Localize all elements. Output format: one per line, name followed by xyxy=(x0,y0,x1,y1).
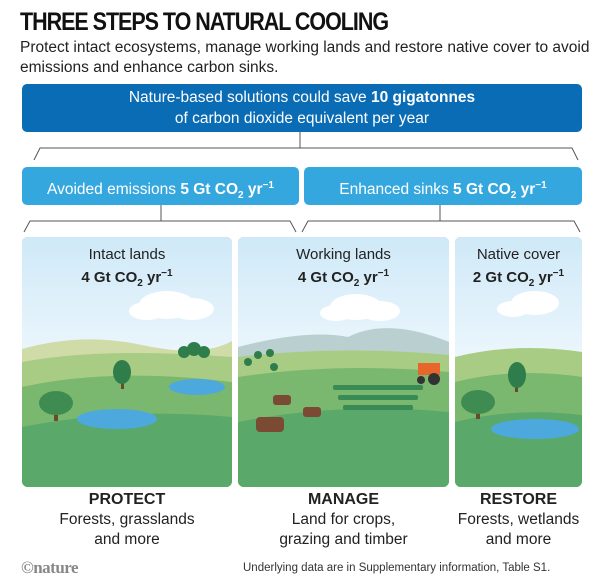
superscript: −1 xyxy=(535,180,547,191)
tree-icon xyxy=(39,391,73,421)
tree-icon xyxy=(508,362,526,392)
crop-rows xyxy=(333,385,423,410)
superscript: −1 xyxy=(262,180,274,191)
avoided-emissions-box: Avoided emissions 5 Gt CO2 yr−1 xyxy=(22,167,299,205)
unit: yr xyxy=(243,181,263,199)
total-savings-box: Nature-based solutions could save 10 gig… xyxy=(22,84,582,132)
subtitle: Protect intact ecosystems, manage workin… xyxy=(20,39,590,76)
tree-row-icon xyxy=(244,349,278,371)
caption-manage: MANAGE Land for crops, grazing and timber xyxy=(238,490,449,550)
tree-icon xyxy=(113,360,131,389)
panel-title: Intact lands 4 Gt CO2 yr−1 xyxy=(22,245,232,293)
subscript: 2 xyxy=(238,190,244,202)
source-note: Underlying data are in Supplementary inf… xyxy=(243,562,551,574)
caption-line: and more xyxy=(485,531,552,548)
category-label: Enhanced sinks xyxy=(339,181,454,199)
panel-title: Native cover 2 Gt CO2 yr−1 xyxy=(455,245,582,293)
panel-intact-lands: Intact lands 4 Gt CO2 yr−1 xyxy=(22,237,232,487)
enhanced-sinks-box: Enhanced sinks 5 Gt CO2 yr−1 xyxy=(304,167,582,205)
page-title: THREE STEPS TO NATURAL COOLING xyxy=(20,8,389,36)
panel-working-lands: Working lands 4 Gt CO2 yr−1 xyxy=(238,237,449,487)
bush-icon xyxy=(178,342,210,358)
unit: yr xyxy=(516,181,536,199)
total-text: Nature-based solutions could save xyxy=(128,89,371,106)
total-value: 10 gigatonnes xyxy=(370,89,476,106)
connector-lines xyxy=(23,132,581,233)
panel-title: Working lands 4 Gt CO2 yr−1 xyxy=(238,245,449,293)
native-cover-scene xyxy=(455,237,582,487)
panel-name: Working lands xyxy=(296,246,391,263)
subscript: 2 xyxy=(137,278,143,289)
category-value: 5 Gt CO xyxy=(453,181,511,199)
cow-icon xyxy=(256,395,321,432)
nature-logo: ©nature xyxy=(21,558,79,577)
working-lands-scene xyxy=(238,237,449,487)
action-label: PROTECT xyxy=(88,491,166,508)
category-value: 5 Gt CO xyxy=(180,181,239,199)
caption-protect: PROTECT Forests, grasslands and more xyxy=(22,490,232,550)
subscript: 2 xyxy=(528,278,535,289)
wetland-pond xyxy=(491,419,579,439)
panel-name: Native cover xyxy=(476,246,561,263)
cloud-icon xyxy=(320,294,400,321)
superscript: −1 xyxy=(377,268,390,279)
action-label: RESTORE xyxy=(479,491,558,508)
tree-icon xyxy=(461,390,495,419)
cloud-icon xyxy=(497,291,559,317)
panel-value: 4 Gt CO xyxy=(81,269,138,286)
caption-line: grazing and timber xyxy=(279,531,408,548)
caption-line: Land for crops, xyxy=(291,511,396,528)
superscript: −1 xyxy=(552,268,565,279)
unit: yr xyxy=(142,269,162,286)
caption-line: Forests, wetlands xyxy=(457,511,580,528)
caption-line: and more xyxy=(94,531,160,548)
unit: yr xyxy=(359,269,378,286)
subscript: 2 xyxy=(510,190,517,202)
intact-lands-scene xyxy=(22,237,232,487)
subscript: 2 xyxy=(353,278,360,289)
panel-name: Intact lands xyxy=(88,246,166,263)
panel-value: 2 Gt CO xyxy=(472,269,529,286)
action-label: MANAGE xyxy=(307,491,380,508)
superscript: −1 xyxy=(161,268,173,279)
pond xyxy=(169,379,225,395)
panel-value: 4 Gt CO xyxy=(297,269,354,286)
caption-line: Forests, grasslands xyxy=(59,511,195,528)
total-text-line2: of carbon dioxide equivalent per year xyxy=(174,110,430,127)
panel-native-cover: Native cover 2 Gt CO2 yr−1 xyxy=(455,237,582,487)
cloud-icon xyxy=(129,291,214,320)
tractor-icon xyxy=(417,363,440,385)
caption-restore: RESTORE Forests, wetlands and more xyxy=(450,490,587,550)
pond xyxy=(77,409,157,429)
unit: yr xyxy=(534,269,553,286)
category-label: Avoided emissions xyxy=(47,181,181,199)
